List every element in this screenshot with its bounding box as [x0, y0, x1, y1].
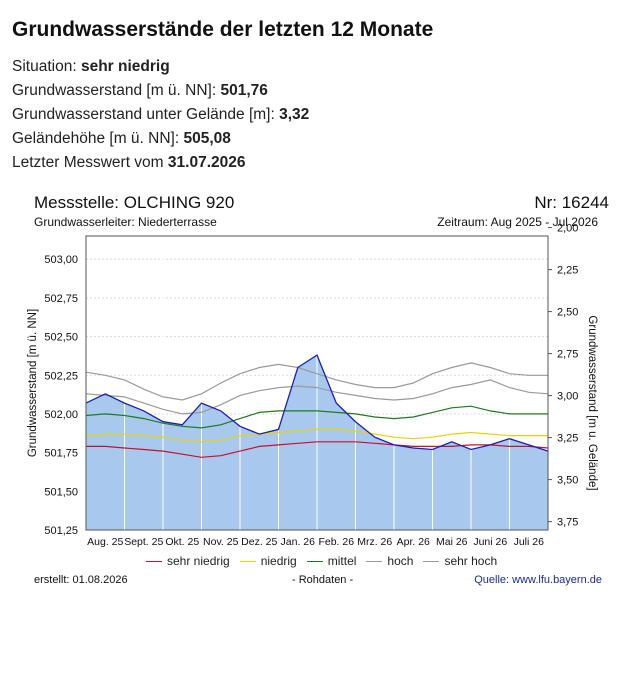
depth-value: 3,32 [279, 106, 310, 123]
legend-item-niedrig: niedrig [239, 554, 297, 568]
last-measure-line: Letzter Messwert vom 31.07.2026 [12, 154, 246, 172]
y-tick-label: 502,75 [44, 293, 78, 305]
measured-line [85, 354, 549, 452]
y-tick-label: 502,25 [44, 370, 78, 382]
y2-tick-label: 2,00 [557, 223, 578, 235]
x-tick-label: Mai 26 [436, 536, 468, 548]
legend-label-mittel: mittel [327, 554, 357, 568]
page-title: Grundwasserstände der letzten 12 Monate [12, 18, 434, 41]
plot-frame [85, 235, 549, 531]
last-measure-value: 31.07.2026 [167, 154, 246, 171]
y2-axis-label: Grundwasserstand [m u. Gelände] [586, 315, 598, 490]
last-measure-label: Letzter Messwert vom [12, 154, 164, 171]
x-tick-label: Aug. 25 [87, 536, 123, 548]
legend-label-niedrig: niedrig [260, 554, 297, 568]
legend-item-sehr-hoch: sehr hoch [423, 554, 497, 568]
sehr-niedrig-line [86, 441, 549, 458]
chart-legend: sehr niedrig niedrig mittel hoch sehr ho… [146, 554, 497, 568]
legend-swatch-sehr-hoch [423, 560, 440, 562]
station-name: Messstelle: OLCHING 920 [34, 193, 235, 212]
ground-value: 505,08 [183, 130, 231, 147]
y-tick-label: 501,25 [44, 525, 78, 537]
situation-value: sehr niedrig [80, 58, 170, 75]
legend-swatch-hoch [366, 560, 383, 562]
legend-item-hoch: hoch [366, 554, 413, 568]
sehr-hoch-line [85, 362, 548, 401]
legend-swatch-sehr-niedrig [146, 560, 162, 562]
raw-data-note: - Rohdaten - [292, 574, 354, 586]
x-tick-label: Apr. 26 [397, 536, 430, 548]
legend-swatch-mittel [306, 560, 323, 562]
x-tick-label: Juni 26 [473, 536, 507, 548]
situation-label: Situation: [12, 58, 77, 75]
legend-label-hoch: hoch [387, 554, 414, 568]
ground-line: Geländehöhe [m ü. NN]: 505,08 [12, 130, 231, 148]
legend-item-mittel: mittel [306, 554, 357, 568]
y2-tick-label: 2,25 [557, 265, 578, 277]
level-line: Grundwasserstand [m ü. NN]: 501,76 [12, 82, 268, 100]
x-tick-label: Okt. 25 [165, 536, 199, 548]
aquifer-label: Grundwasserleiter: Niederterrasse [34, 215, 217, 229]
y2-tick-label: 3,75 [557, 517, 578, 529]
legend-item-sehr-niedrig: sehr niedrig [146, 554, 230, 568]
legend-label-sehr-niedrig: sehr niedrig [167, 554, 230, 568]
x-tick-label: Jan. 26 [281, 536, 316, 548]
level-value: 501,76 [220, 82, 268, 99]
y2-tick-label: 3,50 [557, 475, 578, 487]
situation-line: Situation: sehr niedrig [12, 58, 170, 76]
level-label: Grundwasserstand [m ü. NN]: [12, 82, 217, 99]
ground-label: Geländehöhe [m ü. NN]: [12, 130, 180, 147]
mittel-line [85, 405, 548, 429]
x-tick-label: Juli 26 [514, 536, 545, 548]
y2-tick-label: 2,50 [557, 307, 578, 319]
x-tick-label: Nov. 25 [203, 536, 239, 548]
created-date: erstellt: 01.08.2026 [34, 574, 128, 586]
source-link[interactable]: Quelle: www.lfu.bayern.de [474, 574, 602, 586]
legend-label-sehr-hoch: sehr hoch [444, 554, 498, 568]
legend-swatch-niedrig [239, 560, 256, 562]
x-tick-label: Sept. 25 [124, 536, 163, 548]
y-tick-label: 503,00 [44, 254, 78, 266]
y-tick-label: 502,50 [44, 332, 78, 344]
y2-tick-label: 3,25 [557, 433, 578, 445]
x-tick-label: Dez. 25 [241, 536, 277, 548]
y-tick-label: 502,00 [44, 409, 78, 421]
hoch-line [85, 379, 549, 415]
niedrig-line [85, 428, 548, 443]
x-tick-label: Feb. 26 [318, 536, 354, 548]
station-number: Nr: 16244 [534, 193, 609, 212]
y-axis-label: Grundwasserstand [m ü. NN] [27, 309, 39, 457]
depth-label: Grundwasserstand unter Gelände [m]: [12, 106, 275, 123]
period-label: Zeitraum: Aug 2025 - Jul 2026 [437, 215, 598, 229]
y-tick-label: 501,75 [44, 448, 78, 460]
depth-line: Grundwasserstand unter Gelände [m]: 3,32 [12, 106, 309, 124]
y2-tick-label: 2,75 [557, 349, 578, 361]
y-tick-label: 501,50 [44, 486, 78, 498]
x-tick-label: Mrz. 26 [357, 536, 392, 548]
y2-tick-label: 3,00 [557, 391, 578, 403]
